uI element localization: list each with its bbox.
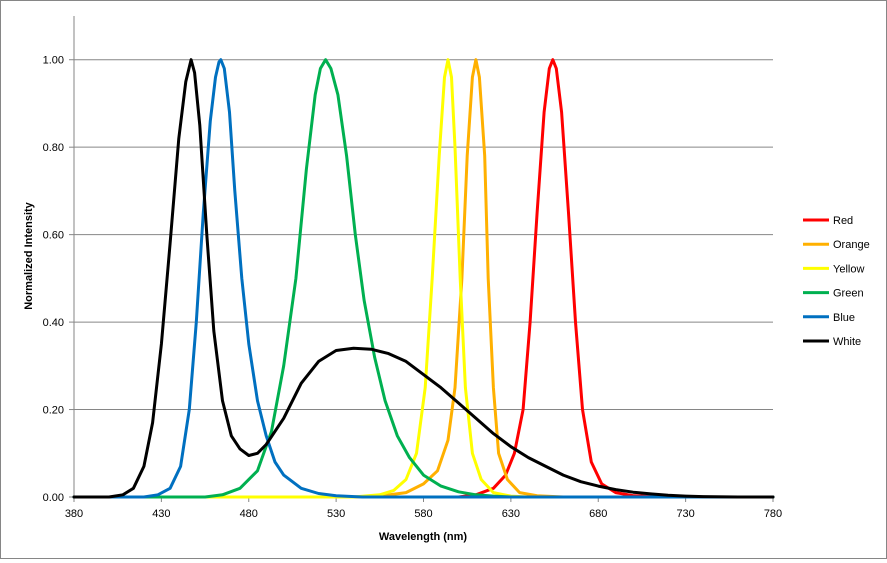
legend: Red Orange Yellow Green Blue White [803, 215, 870, 348]
y-tick-label: 1.00 [43, 55, 64, 67]
series-line-blue [72, 58, 775, 499]
y-axis-title: Normalized Intensity [23, 201, 35, 309]
series-line-white [72, 58, 775, 499]
x-axis-title: Wavelength (nm) [379, 531, 468, 543]
legend-label-orange: Orange [833, 239, 870, 251]
y-tick-label: 0.60 [43, 230, 64, 242]
y-tick-label: 0.20 [43, 405, 64, 417]
series-line-yellow [72, 58, 775, 499]
x-tick-label: 730 [676, 508, 694, 520]
legend-label-blue: Blue [833, 312, 855, 324]
series-line-red [457, 58, 775, 499]
legend-label-green: Green [833, 288, 864, 300]
y-tick-label: 0.80 [43, 142, 64, 154]
x-tick-label: 480 [240, 508, 258, 520]
y-tick-label: 0.40 [43, 317, 64, 329]
y-tick-label: 0.00 [43, 492, 64, 504]
series-line-orange [72, 58, 775, 499]
series-lines [72, 58, 775, 499]
x-tick-label: 680 [589, 508, 607, 520]
x-tick-label: 380 [65, 508, 83, 520]
x-tick-label: 580 [414, 508, 432, 520]
legend-label-yellow: Yellow [833, 263, 864, 275]
series-line-green [72, 58, 775, 499]
tick-labels: 380 430 480 530 580 630 680 730 780 0.00 0.20 0.40 0… [43, 55, 783, 520]
legend-label-white: White [833, 336, 861, 348]
x-tick-label: 530 [327, 508, 345, 520]
gridlines [74, 59, 773, 411]
x-tick-label: 630 [502, 508, 520, 520]
legend-label-red: Red [833, 215, 853, 227]
x-tick-label: 430 [152, 508, 170, 520]
x-tick-label: 780 [764, 508, 782, 520]
